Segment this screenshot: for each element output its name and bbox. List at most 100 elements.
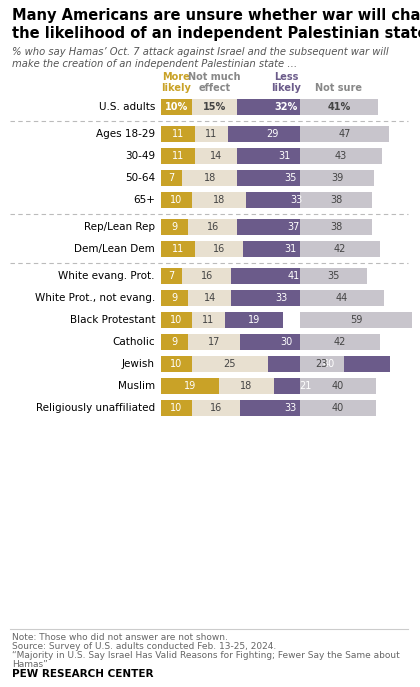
Bar xyxy=(161,170,182,186)
Text: 14: 14 xyxy=(210,151,222,161)
Text: 11: 11 xyxy=(172,129,184,139)
Bar xyxy=(243,241,338,257)
Text: 15%: 15% xyxy=(203,102,226,112)
Text: Note: Those who did not answer are not shown.: Note: Those who did not answer are not s… xyxy=(12,633,228,642)
Text: 40: 40 xyxy=(332,381,344,391)
Bar xyxy=(192,400,240,416)
Bar xyxy=(189,290,231,306)
Text: Jewish: Jewish xyxy=(122,359,155,369)
Text: 44: 44 xyxy=(336,293,348,303)
Bar xyxy=(161,268,182,284)
Text: 40: 40 xyxy=(332,403,344,413)
Text: 38: 38 xyxy=(330,222,342,232)
Bar xyxy=(161,290,189,306)
Text: Black Protestant: Black Protestant xyxy=(69,315,155,325)
Bar xyxy=(240,334,332,350)
Text: 23: 23 xyxy=(316,359,328,369)
Text: 33: 33 xyxy=(276,293,288,303)
Bar xyxy=(300,334,380,350)
Bar xyxy=(161,334,189,350)
Text: 10: 10 xyxy=(170,195,182,205)
Text: 10: 10 xyxy=(170,403,182,413)
Bar xyxy=(300,241,380,257)
Text: 19: 19 xyxy=(248,315,260,325)
Text: % who say Hamas’ Oct. 7 attack against Israel and the subsequent war will
make t: % who say Hamas’ Oct. 7 attack against I… xyxy=(12,47,388,69)
Text: 16: 16 xyxy=(213,244,225,254)
Text: “Majority in U.S. Say Israel Has Valid Reasons for Fighting; Fewer Say the Same : “Majority in U.S. Say Israel Has Valid R… xyxy=(12,651,400,660)
Bar xyxy=(189,334,240,350)
Bar xyxy=(300,126,389,142)
Bar xyxy=(300,99,378,115)
Text: 11: 11 xyxy=(172,244,184,254)
Text: 43: 43 xyxy=(335,151,347,161)
Text: 42: 42 xyxy=(334,337,346,347)
Bar xyxy=(192,312,225,328)
Bar xyxy=(300,378,376,394)
Bar xyxy=(182,170,237,186)
Bar xyxy=(161,99,192,115)
Bar xyxy=(237,219,350,235)
Text: 7: 7 xyxy=(168,173,175,183)
Text: 31: 31 xyxy=(284,244,297,254)
Text: Muslim: Muslim xyxy=(118,381,155,391)
Text: White evang. Prot.: White evang. Prot. xyxy=(58,271,155,281)
Text: 41: 41 xyxy=(288,271,300,281)
Text: 11: 11 xyxy=(172,151,184,161)
Bar xyxy=(161,312,192,328)
Text: 9: 9 xyxy=(172,222,178,232)
Bar xyxy=(161,219,189,235)
Text: 10: 10 xyxy=(170,315,182,325)
Text: 18: 18 xyxy=(204,173,216,183)
Text: Less
likely: Less likely xyxy=(271,72,301,93)
Text: Many Americans are unsure whether war will change
the likelihood of an independe: Many Americans are unsure whether war wi… xyxy=(12,8,420,41)
Bar xyxy=(189,219,237,235)
Bar xyxy=(231,268,356,284)
Text: 9: 9 xyxy=(172,337,178,347)
Text: 29: 29 xyxy=(266,129,278,139)
Bar xyxy=(300,312,412,328)
Bar xyxy=(225,312,283,328)
Bar xyxy=(161,378,219,394)
Text: 33: 33 xyxy=(291,195,303,205)
Bar xyxy=(300,170,374,186)
Text: 40: 40 xyxy=(323,359,335,369)
Text: 16: 16 xyxy=(207,222,219,232)
Text: 31: 31 xyxy=(278,151,291,161)
Bar xyxy=(192,192,247,208)
Text: 10: 10 xyxy=(170,359,182,369)
Bar xyxy=(192,99,237,115)
Text: 42: 42 xyxy=(334,244,346,254)
Text: 41%: 41% xyxy=(327,102,351,112)
Text: 18: 18 xyxy=(240,381,252,391)
Text: 17: 17 xyxy=(208,337,220,347)
Bar xyxy=(237,170,344,186)
Text: Rep/Lean Rep: Rep/Lean Rep xyxy=(84,222,155,232)
Text: 30: 30 xyxy=(280,337,292,347)
Text: 14: 14 xyxy=(204,293,216,303)
Text: Not sure: Not sure xyxy=(315,83,362,93)
Bar xyxy=(194,126,228,142)
Text: 30-49: 30-49 xyxy=(125,151,155,161)
Bar xyxy=(194,241,243,257)
Text: 25: 25 xyxy=(223,359,236,369)
Text: 50-64: 50-64 xyxy=(125,173,155,183)
Bar xyxy=(300,148,382,164)
Bar xyxy=(237,99,335,115)
Text: U.S. adults: U.S. adults xyxy=(99,102,155,112)
Bar xyxy=(247,192,347,208)
Bar xyxy=(300,192,372,208)
Bar xyxy=(161,148,194,164)
Bar xyxy=(219,378,274,394)
Text: More
likely: More likely xyxy=(161,72,191,93)
Text: 11: 11 xyxy=(205,129,218,139)
Text: 35: 35 xyxy=(327,271,339,281)
Bar xyxy=(161,400,192,416)
Text: 18: 18 xyxy=(213,195,225,205)
Bar xyxy=(240,400,341,416)
Text: 9: 9 xyxy=(172,293,178,303)
Text: 10%: 10% xyxy=(165,102,188,112)
Bar xyxy=(231,290,332,306)
Text: Ages 18-29: Ages 18-29 xyxy=(96,129,155,139)
Text: 35: 35 xyxy=(284,173,297,183)
Text: 16: 16 xyxy=(210,403,222,413)
